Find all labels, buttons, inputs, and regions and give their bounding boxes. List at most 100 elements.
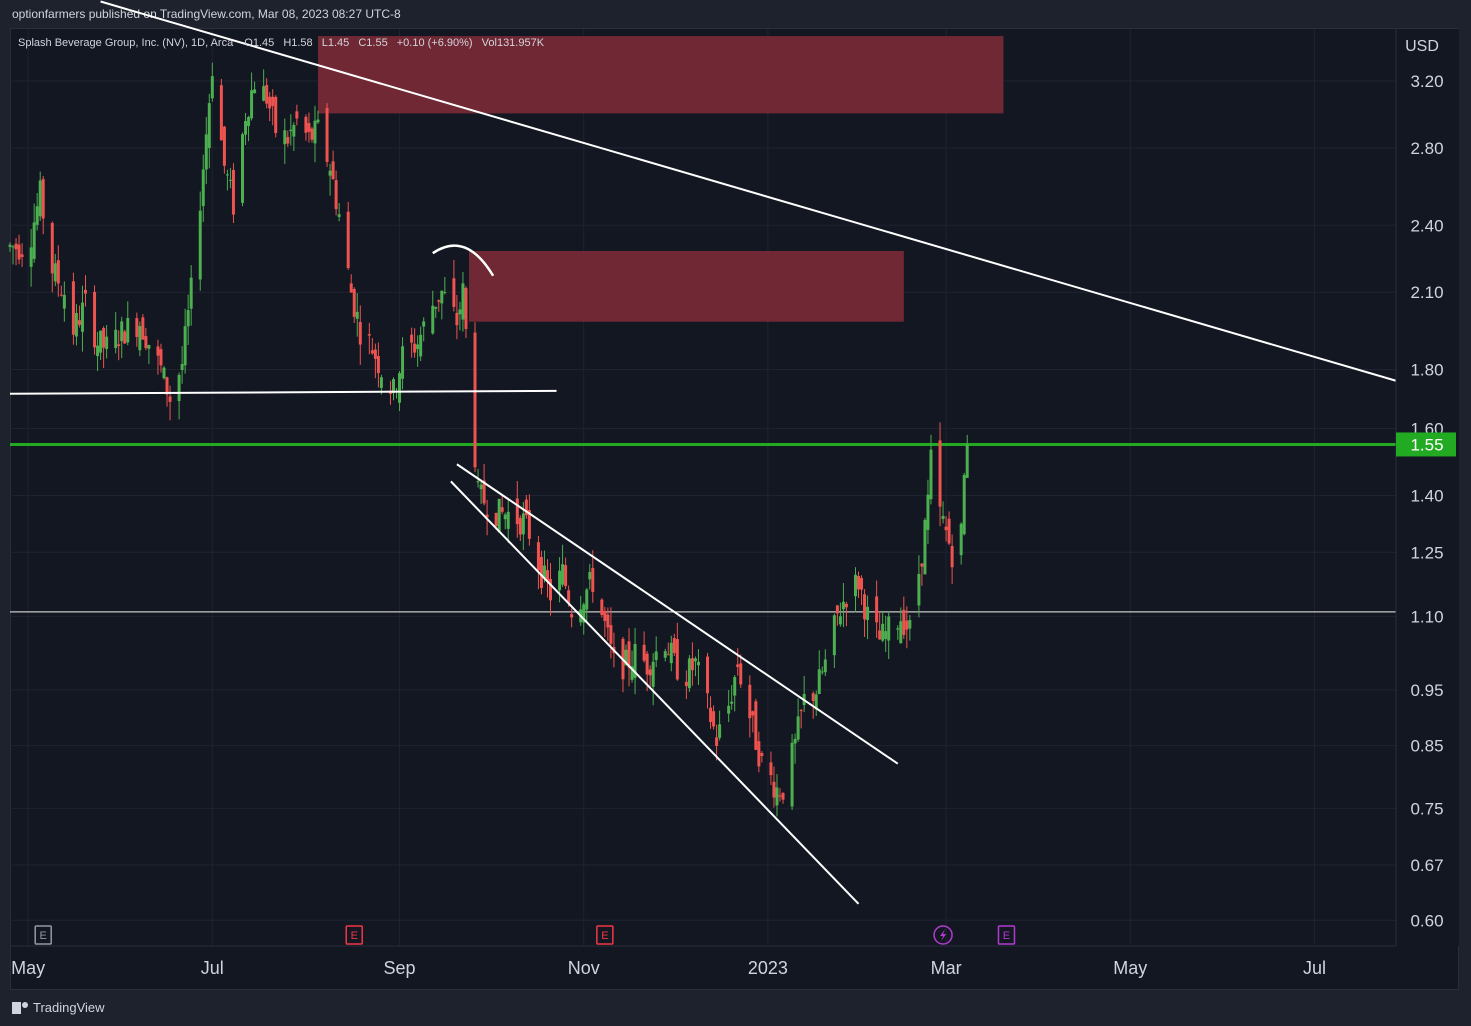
candle bbox=[814, 690, 818, 717]
candle bbox=[482, 463, 486, 506]
candle bbox=[600, 598, 604, 618]
candle-body bbox=[20, 254, 24, 257]
candle bbox=[144, 327, 148, 351]
candle-body bbox=[126, 317, 130, 343]
trendlines[interactable] bbox=[9, 0, 1397, 905]
candle-body bbox=[811, 693, 815, 701]
candle-body bbox=[757, 741, 761, 767]
candle-body bbox=[542, 565, 546, 579]
candle-body bbox=[102, 328, 106, 348]
candle bbox=[564, 557, 568, 590]
candle-body bbox=[965, 444, 969, 478]
earnings-icon bbox=[997, 925, 1016, 945]
candle bbox=[201, 154, 205, 223]
price-tick-label: 1.40 bbox=[1410, 486, 1443, 505]
candle-body bbox=[902, 609, 906, 635]
candle bbox=[923, 517, 927, 575]
resistance-zone-1 bbox=[318, 36, 1004, 114]
candle-body bbox=[781, 792, 785, 800]
candle-body bbox=[730, 701, 734, 704]
candle-body bbox=[832, 615, 836, 656]
earnings-icon bbox=[596, 925, 614, 945]
candle bbox=[494, 512, 498, 530]
footer: TradingView bbox=[0, 990, 1471, 1026]
candle-body bbox=[304, 116, 308, 133]
candle bbox=[271, 89, 275, 126]
candle-body bbox=[669, 642, 673, 664]
candle bbox=[11, 244, 15, 265]
candle-body bbox=[99, 330, 103, 353]
price-tick-label: 0.75 bbox=[1410, 799, 1443, 818]
price-axis[interactable]: USD3.202.802.402.101.801.601.401.251.100… bbox=[1395, 29, 1459, 946]
candle-body bbox=[793, 738, 797, 744]
candle bbox=[473, 322, 477, 473]
candle-body bbox=[564, 565, 568, 587]
candle-body bbox=[265, 85, 269, 104]
candle bbox=[751, 710, 755, 733]
candle-body bbox=[923, 519, 927, 575]
candle bbox=[663, 648, 667, 662]
candle-body bbox=[959, 523, 963, 556]
candle-body bbox=[591, 568, 595, 592]
time-tick-label: Jul bbox=[1303, 958, 1326, 978]
candle-body bbox=[114, 329, 118, 349]
candle-body bbox=[53, 263, 57, 282]
candle-body bbox=[820, 671, 824, 673]
candle-body bbox=[878, 630, 882, 640]
candle-body bbox=[899, 621, 903, 644]
candle-body bbox=[198, 210, 202, 280]
candle-body bbox=[334, 180, 338, 210]
candle bbox=[180, 346, 184, 384]
chart-pane[interactable] bbox=[10, 28, 1459, 990]
candle bbox=[811, 691, 815, 719]
candle bbox=[524, 495, 528, 519]
candle bbox=[603, 607, 607, 638]
tradingview-logo[interactable]: TradingView bbox=[12, 1000, 105, 1015]
candle-body bbox=[823, 659, 827, 673]
candle-body bbox=[866, 606, 870, 621]
candle-body bbox=[225, 174, 229, 176]
time-axis[interactable]: May Jul Sep Nov 2023 Mar May Jul bbox=[10, 945, 1396, 978]
candle bbox=[17, 234, 21, 265]
candle-body bbox=[268, 96, 272, 109]
candle bbox=[920, 562, 924, 586]
candle-body bbox=[253, 89, 257, 94]
trendline-1 bbox=[9, 389, 557, 395]
candle-body bbox=[536, 542, 540, 571]
candle-body bbox=[180, 363, 184, 371]
candle-body bbox=[283, 130, 287, 145]
candle bbox=[838, 602, 842, 627]
price-tick-label: 1.25 bbox=[1410, 543, 1443, 562]
resistance-zone-2 bbox=[468, 250, 904, 322]
candle-body bbox=[482, 480, 486, 504]
candle bbox=[99, 330, 103, 360]
candle bbox=[156, 339, 160, 375]
candle-body bbox=[944, 526, 948, 531]
tradingview-logo-icon bbox=[12, 1001, 28, 1014]
candle bbox=[609, 607, 613, 659]
resistance-zones[interactable] bbox=[318, 36, 1004, 322]
time-tick-label: Sep bbox=[384, 958, 416, 978]
candle bbox=[887, 611, 891, 660]
candle bbox=[775, 774, 779, 817]
candle-body bbox=[733, 677, 737, 696]
candle-body bbox=[437, 300, 441, 302]
candle bbox=[56, 245, 60, 297]
candle-body bbox=[663, 651, 667, 658]
candle-body bbox=[105, 336, 109, 350]
horizontal-lines[interactable] bbox=[10, 442, 1396, 613]
candle bbox=[410, 327, 414, 358]
candle-body bbox=[186, 310, 190, 327]
candle bbox=[337, 202, 341, 222]
candle bbox=[606, 607, 610, 641]
candle-body bbox=[693, 658, 697, 662]
candle-body bbox=[231, 169, 235, 215]
legend-high: H1.58 bbox=[283, 37, 312, 49]
candle-body bbox=[59, 294, 63, 296]
candle-body bbox=[313, 120, 317, 144]
candle-body bbox=[416, 344, 420, 350]
price-tick-label: 2.10 bbox=[1410, 283, 1443, 302]
candle-body bbox=[627, 641, 631, 668]
